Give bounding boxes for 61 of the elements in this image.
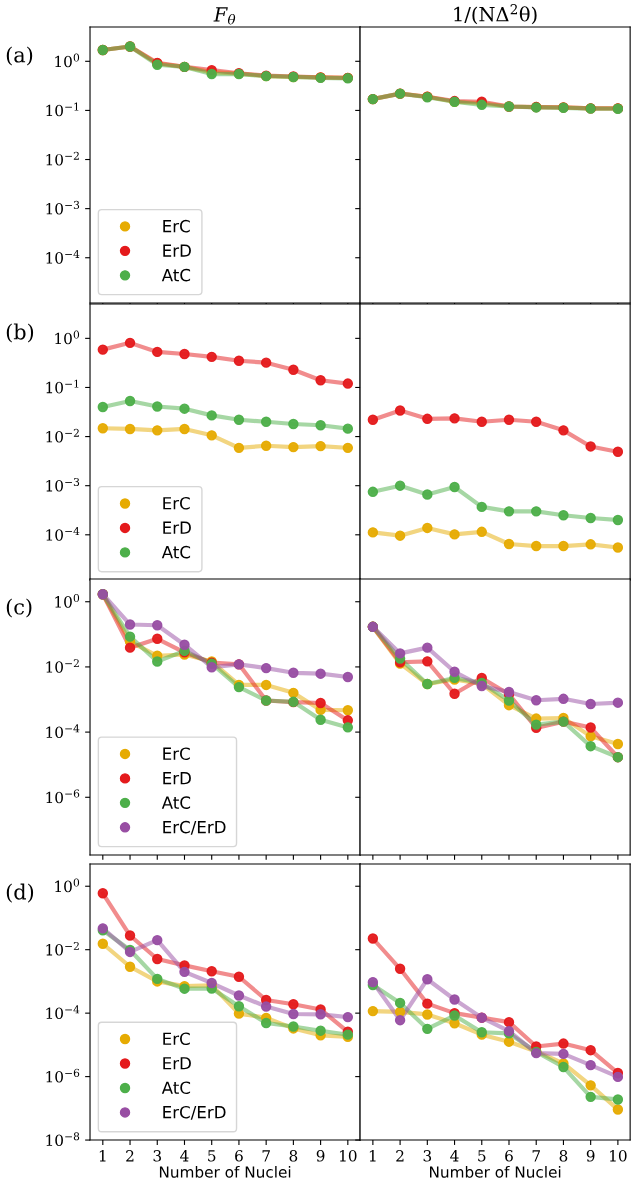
y-tick-label: 10$^{0}$ [55, 330, 80, 345]
chart-title: 1/(NΔ$^{2}$θ) [454, 4, 537, 25]
x-tick-label: 5 [208, 1150, 216, 1162]
legend-label: ErC [163, 496, 190, 510]
y-tick-label: 10$^{−4}$ [46, 724, 80, 739]
legend-label: ErD [163, 244, 191, 257]
x-tick-label: 4 [450, 1150, 459, 1162]
y-tick-label: 10$^{−2}$ [46, 941, 79, 956]
y-tick-label: 10$^{−6}$ [46, 1068, 80, 1083]
x-tick-label: 8 [289, 1150, 298, 1162]
chart-title: F$_{θ}$ [213, 7, 236, 25]
x-tick-label: 8 [559, 1150, 568, 1162]
y-tick-label: 10$^{−2}$ [46, 151, 79, 166]
x-tick-label: 5 [478, 1150, 486, 1162]
legend-label: AtC [161, 268, 191, 282]
x-tick-label: 7 [262, 1150, 270, 1162]
y-tick-label: 10$^{−1}$ [46, 379, 79, 394]
legend-label: ErC [163, 747, 190, 760]
text: (d) [6, 883, 34, 903]
x-tick-label: 9 [316, 1150, 325, 1162]
x-axis-title: Number of Nuclei [430, 1165, 561, 1178]
x-tick-label: 6 [505, 1150, 513, 1162]
y-tick-label: 10$^{0}$ [55, 53, 80, 68]
text: (a) [6, 46, 33, 66]
x-tick-label: 4 [180, 1150, 189, 1162]
x-tick-label: 3 [153, 1150, 161, 1162]
x-tick-label: 10 [339, 1150, 357, 1162]
y-tick-label: 10$^{0}$ [55, 878, 80, 893]
y-tick-label: 10$^{−4}$ [46, 249, 80, 264]
y-tick-label: 10$^{−2}$ [46, 659, 79, 673]
x-tick-label: 10 [610, 1150, 627, 1162]
x-tick-label: 7 [532, 1150, 540, 1162]
y-tick-label: 10$^{−2}$ [46, 428, 79, 443]
legend-label: ErD [163, 772, 191, 785]
legend-label: ErD [163, 1057, 191, 1070]
legend-label: ErC [163, 1032, 190, 1046]
legend-label: AtC [161, 545, 191, 559]
text: (c) [6, 598, 32, 618]
x-tick-label: 3 [423, 1150, 432, 1162]
legend-label: ErC/ErD [163, 1105, 226, 1120]
legend-label: AtC [161, 796, 191, 809]
y-tick-label: 10$^{−4}$ [46, 1005, 80, 1020]
x-axis-title: Number of Nuclei [159, 1165, 291, 1178]
x-tick-label: 1 [369, 1150, 376, 1162]
x-tick-label: 6 [235, 1150, 243, 1162]
legend-label: ErC/ErD [163, 820, 226, 835]
y-tick-label: 10$^{−8}$ [46, 1132, 80, 1146]
y-tick-label: 10$^{−3}$ [46, 477, 80, 492]
x-tick-label: 1 [99, 1150, 106, 1162]
legend-label: AtC [161, 1081, 191, 1095]
y-tick-label: 10$^{−1}$ [46, 102, 79, 117]
y-tick-label: 10$^{0}$ [55, 593, 80, 608]
x-tick-label: 2 [396, 1150, 404, 1162]
x-tick-label: 2 [126, 1150, 134, 1162]
y-tick-label: 10$^{−6}$ [46, 789, 80, 804]
x-tick-label: 9 [586, 1150, 595, 1162]
y-tick-label: 10$^{−4}$ [46, 527, 80, 541]
legend-label: ErC [163, 219, 190, 233]
text: (b) [6, 323, 34, 343]
y-tick-label: 10$^{−3}$ [46, 200, 80, 215]
legend-label: ErD [163, 521, 191, 534]
